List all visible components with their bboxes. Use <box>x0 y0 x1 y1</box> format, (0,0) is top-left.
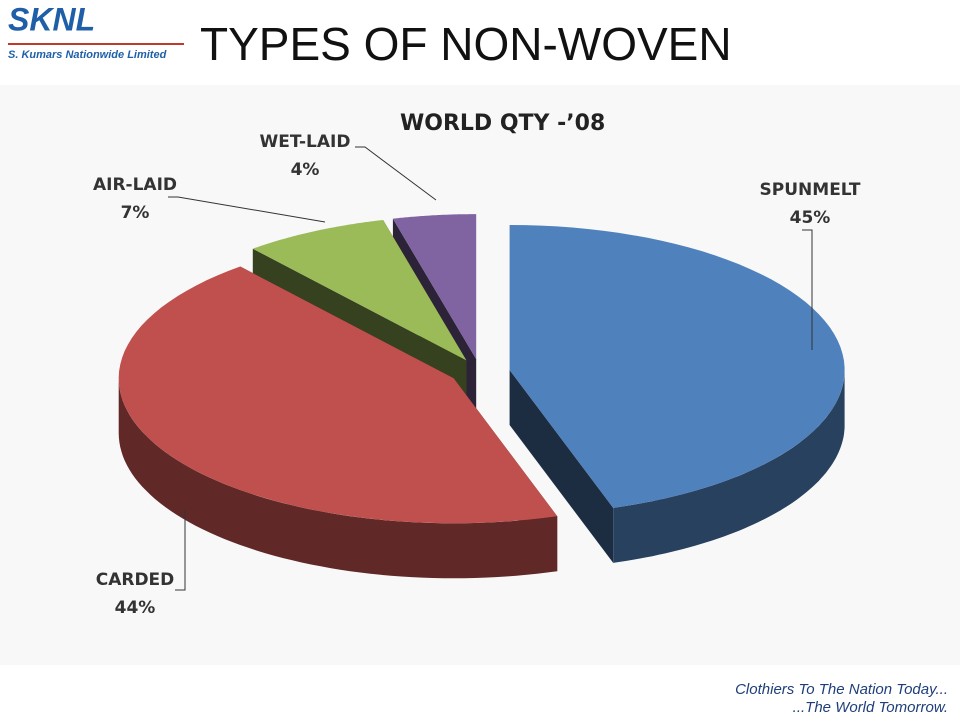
chart-title: WORLD QTY -’08 <box>400 111 605 136</box>
slice-side <box>118 378 558 579</box>
value-label: 45% <box>790 208 831 228</box>
slide-title: TYPES OF NON-WOVEN <box>200 18 732 70</box>
category-label: AIR-LAID <box>93 175 177 195</box>
logo-tagline: S. Kumars Nationwide Limited <box>8 49 167 61</box>
slice <box>509 225 845 508</box>
slice <box>252 220 467 361</box>
leader-line <box>168 196 326 223</box>
slice-side <box>509 370 614 563</box>
value-label: 44% <box>115 598 156 618</box>
category-label: WET-LAID <box>260 132 351 152</box>
leader-line <box>802 229 813 350</box>
pie <box>118 214 845 579</box>
leader-line <box>175 510 186 591</box>
logo-name: SKNL <box>8 1 95 37</box>
category-label: CARDED <box>96 570 175 590</box>
category-label: SPUNMELT <box>760 180 861 200</box>
slice-side <box>613 370 845 563</box>
footer-line: Clothiers To The Nation Today... <box>735 681 948 698</box>
value-label: 4% <box>291 160 320 180</box>
leader-line <box>355 146 437 201</box>
slice <box>118 266 558 524</box>
footer-line: ...The World Tomorrow. <box>793 699 948 716</box>
value-label: 7% <box>121 203 150 223</box>
slice <box>392 214 477 360</box>
